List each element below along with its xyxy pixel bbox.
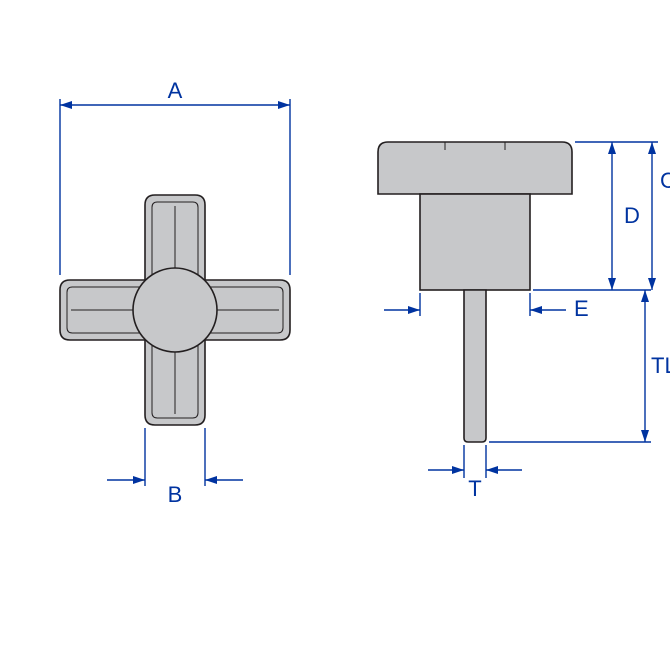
dim-label-A: A <box>168 78 183 103</box>
dim-label-B: B <box>168 482 183 507</box>
dim-label-TL: TL <box>651 353 670 378</box>
side-head <box>378 142 572 194</box>
dim-label-D: D <box>624 203 640 228</box>
side-stud <box>464 290 486 442</box>
side-hub <box>420 194 530 290</box>
dim-label-E: E <box>574 296 589 321</box>
dim-label-C: C <box>660 168 670 193</box>
dim-label-T: T <box>468 476 481 501</box>
hub-circle <box>133 268 217 352</box>
